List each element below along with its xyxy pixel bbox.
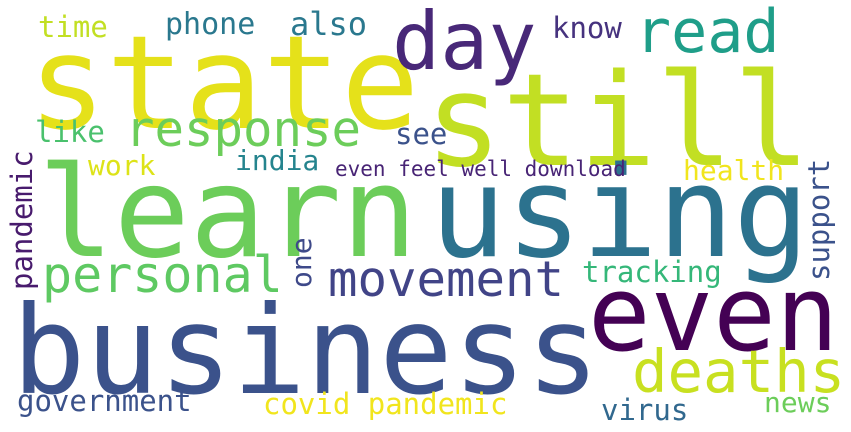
word-response: response bbox=[125, 101, 362, 158]
word-like: like bbox=[35, 115, 105, 149]
word-phone: phone bbox=[165, 7, 256, 42]
word-pandemic: pandemic bbox=[5, 150, 39, 290]
word-even-feel-well-download: even feel well download bbox=[335, 157, 626, 181]
word-work: work bbox=[88, 149, 156, 182]
word-health: health bbox=[683, 154, 785, 187]
word-support: support bbox=[802, 158, 836, 281]
word-also: also bbox=[290, 5, 368, 43]
word-still: still bbox=[425, 47, 811, 196]
word-virus: virus bbox=[601, 393, 689, 427]
word-day: day bbox=[392, 0, 537, 88]
word-india: india bbox=[235, 144, 320, 177]
word-see: see bbox=[395, 117, 448, 151]
word-using: using bbox=[430, 139, 810, 286]
word-business: business bbox=[12, 280, 600, 422]
word-personal: personal bbox=[42, 246, 283, 304]
word-even: even bbox=[588, 253, 839, 375]
word-tracking: tracking bbox=[582, 255, 722, 289]
word-government: government bbox=[17, 384, 192, 418]
word-state: state bbox=[28, 7, 420, 159]
word-news: news bbox=[764, 386, 832, 419]
word-know: know bbox=[552, 11, 622, 45]
word-read: read bbox=[635, 0, 780, 67]
word-covid-pandemic: covid pandemic bbox=[263, 387, 508, 421]
word-learn: learn bbox=[38, 139, 418, 286]
word-movement: movement bbox=[328, 251, 565, 308]
word-one: one bbox=[285, 237, 318, 288]
word-time: time bbox=[38, 10, 108, 44]
word-deaths: deaths bbox=[632, 337, 846, 406]
